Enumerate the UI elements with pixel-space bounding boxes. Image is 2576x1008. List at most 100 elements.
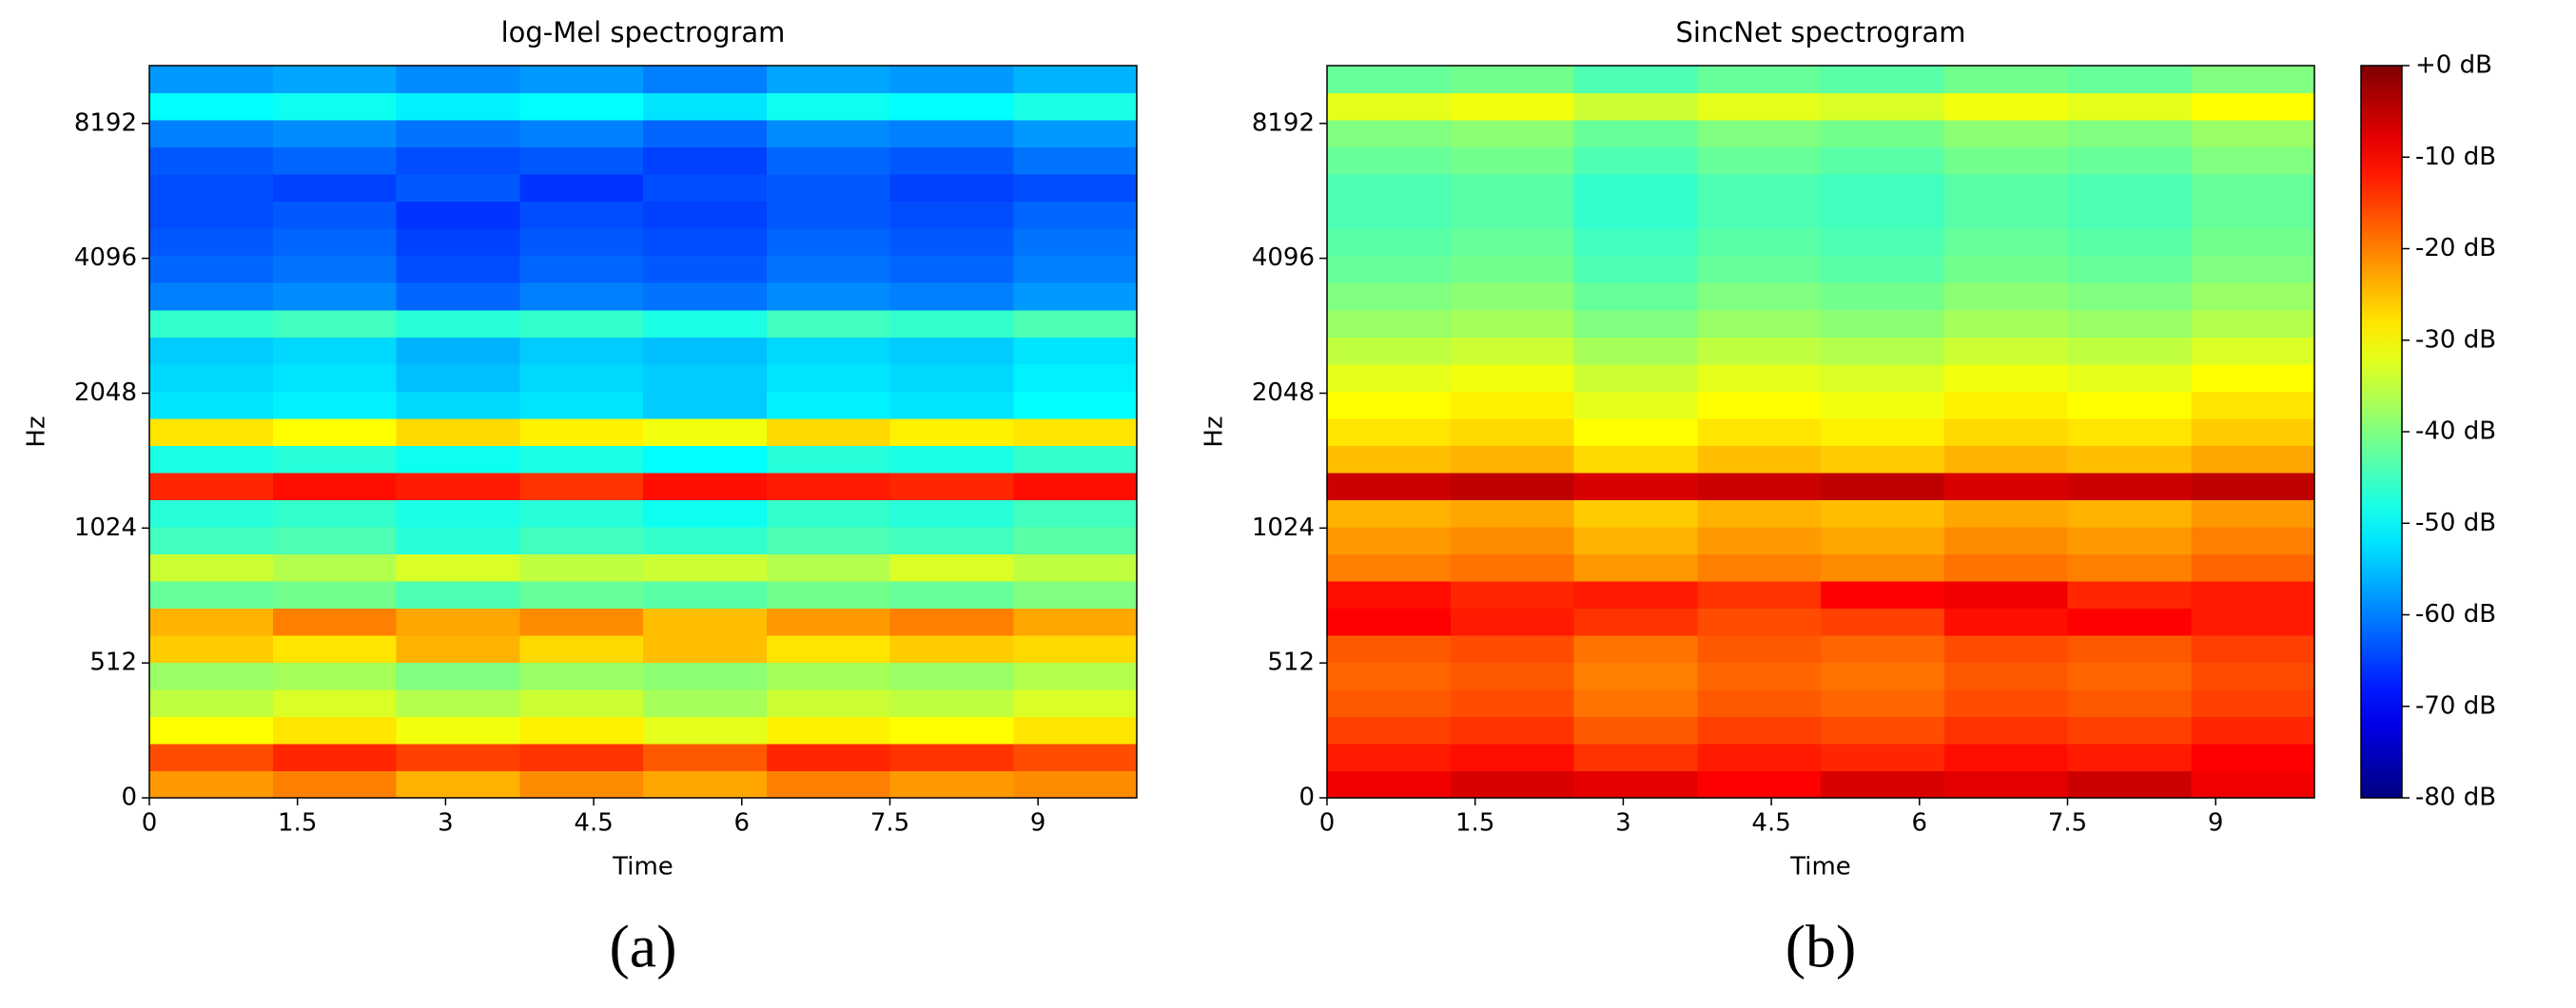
colorbar-tick-label: +0 dB <box>2415 51 2492 80</box>
cell <box>643 688 768 718</box>
x-tick-label: 1.5 <box>278 809 317 838</box>
cell <box>1821 309 1945 338</box>
cell <box>1573 146 1698 175</box>
cell <box>643 716 768 745</box>
cell <box>396 391 520 419</box>
cell <box>889 634 1014 664</box>
cell <box>766 146 891 175</box>
y-tick-label: 0 <box>121 784 137 812</box>
cell <box>1821 92 1945 121</box>
cell <box>272 499 398 528</box>
cell <box>2067 634 2192 664</box>
cell <box>1450 92 1575 121</box>
cell <box>1821 337 1945 365</box>
cell <box>2191 553 2315 582</box>
cell <box>149 309 274 338</box>
colorbar-tick-label: -20 dB <box>2415 234 2496 262</box>
cell <box>1013 282 1138 311</box>
cell <box>1013 662 1138 690</box>
cell <box>889 66 1014 94</box>
cell <box>1327 337 1452 365</box>
cell <box>272 662 398 690</box>
cell <box>1821 282 1945 311</box>
cell <box>1327 580 1452 609</box>
cell <box>1450 770 1575 799</box>
cell <box>1573 417 1698 446</box>
cell <box>1697 337 1822 365</box>
cell <box>2191 92 2315 121</box>
cell <box>1821 228 1945 257</box>
cell <box>1943 174 2069 203</box>
plot-frame <box>148 65 1138 799</box>
cell <box>149 337 274 365</box>
cell <box>1013 743 1138 772</box>
cell <box>889 228 1014 257</box>
cell <box>1450 391 1575 419</box>
cell <box>519 716 644 745</box>
y-tick-label: 8192 <box>74 108 137 137</box>
heatmap <box>149 66 1138 799</box>
cell <box>2191 309 2315 338</box>
cell <box>2067 146 2192 175</box>
cell <box>272 580 398 609</box>
cell <box>1821 553 1945 582</box>
cell <box>519 282 644 311</box>
cell <box>2067 770 2192 799</box>
cell <box>2067 120 2192 148</box>
colorbar-tick-label: -40 dB <box>2415 417 2496 446</box>
cell <box>519 770 644 799</box>
cell <box>1821 391 1945 419</box>
cell <box>272 634 398 664</box>
cell <box>396 146 520 175</box>
cell <box>396 309 520 338</box>
cell <box>519 309 644 338</box>
cell <box>1697 608 1822 636</box>
cell <box>1943 608 2069 636</box>
x-tick-label: 7.5 <box>2048 809 2087 838</box>
cell <box>1573 580 1698 609</box>
cell <box>149 417 274 446</box>
cell <box>1821 688 1945 718</box>
cell <box>1697 255 1822 283</box>
cell <box>1450 526 1575 554</box>
cell <box>1450 174 1575 203</box>
cell <box>889 120 1014 148</box>
cell <box>643 634 768 664</box>
cell <box>889 608 1014 636</box>
y-tick-label: 4096 <box>74 243 137 272</box>
cell <box>1450 499 1575 528</box>
cell <box>519 743 644 772</box>
cell <box>396 363 520 392</box>
cell <box>149 391 274 419</box>
y-tick-label: 4096 <box>1252 243 1315 272</box>
cell <box>1697 445 1822 474</box>
cell <box>766 688 891 718</box>
cell <box>272 391 398 419</box>
cell <box>1013 92 1138 121</box>
cell <box>1450 417 1575 446</box>
cell <box>643 662 768 690</box>
cell <box>1943 201 2069 229</box>
cell <box>643 66 768 94</box>
cell <box>1573 634 1698 664</box>
cell <box>1573 92 1698 121</box>
y-tick-label: 2048 <box>74 378 137 407</box>
cell <box>1013 553 1138 582</box>
cell <box>149 120 274 148</box>
cell <box>1327 553 1452 582</box>
cell <box>396 337 520 365</box>
cell <box>1821 634 1945 664</box>
cell <box>1697 634 1822 664</box>
cell <box>766 174 891 203</box>
cell <box>889 337 1014 365</box>
cell <box>889 526 1014 554</box>
cell <box>889 770 1014 799</box>
cell <box>272 337 398 365</box>
cell <box>1943 146 2069 175</box>
cell <box>1573 363 1698 392</box>
cell <box>272 228 398 257</box>
cell <box>1697 282 1822 311</box>
cell <box>519 499 644 528</box>
cell <box>1327 445 1452 474</box>
cell <box>519 363 644 392</box>
